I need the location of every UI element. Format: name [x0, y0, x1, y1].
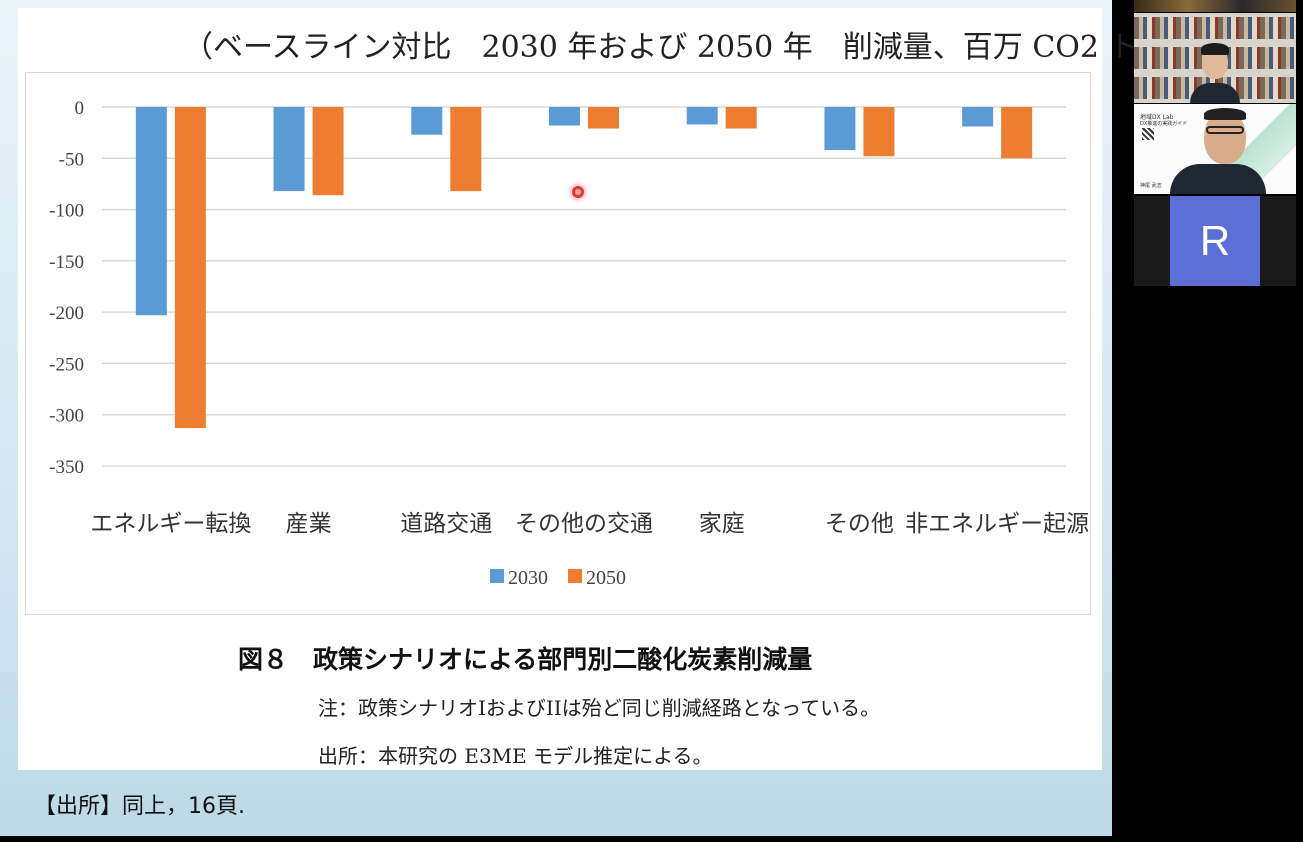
presentation-slide: （ベースライン対比 2030 年および 2050 年 削減量、百万 CO2 トン…: [0, 0, 1199, 836]
bar-2030: [411, 107, 443, 135]
bookshelf: [1134, 17, 1296, 39]
figure-source: 出所：本研究の E3ME モデル推定による。: [318, 744, 713, 768]
bar-2050: [312, 107, 344, 196]
legend-label: 2050: [586, 567, 626, 589]
y-tick-label: -250: [49, 354, 84, 375]
bar-2030: [962, 107, 994, 127]
qr-code: [1142, 128, 1154, 140]
bar-2050: [863, 107, 895, 157]
figure-note: 注：政策シナリオIおよびIIは殆ど同じ削減経路となっている。: [318, 696, 881, 720]
chart-title-text: （ベースライン対比 2030 年および 2050 年 削減量、百万 CO2 トン…: [183, 30, 1199, 65]
x-tick-label: 道路交通: [400, 511, 492, 537]
bar-2050: [1001, 107, 1033, 159]
video-tile-partial[interactable]: [1134, 0, 1296, 12]
legend-swatch-2050: [568, 569, 582, 583]
bar-2030: [273, 107, 305, 192]
avatar: R: [1199, 217, 1231, 264]
bar-2030: [549, 107, 580, 126]
x-tick-label: 産業: [286, 511, 332, 537]
participant-body: [1170, 164, 1266, 194]
bar-chart: 0 -50 -100 -150 -200 -250 -300 -350 エネルギー転換 産業 道路交…: [49, 98, 1089, 589]
y-tick-label: -50: [59, 149, 84, 170]
y-tick-label: -150: [49, 252, 84, 273]
figure-caption: 図８ 政策シナリオによる部門別二酸化炭素削減量: [238, 645, 813, 674]
participant-hair: [1204, 108, 1246, 120]
bar-2050: [725, 107, 757, 129]
video-gallery: 地域DX Lab DX推進の実践ガイド 神尾 武志 R: [1134, 0, 1296, 286]
background-name-text: 神尾 武志: [1140, 183, 1162, 189]
bar-2050: [450, 107, 482, 192]
video-tile-bg: [1260, 196, 1296, 286]
x-tick-label: エネルギー転換: [90, 511, 251, 537]
video-tile-participant-3[interactable]: R: [1170, 196, 1260, 286]
background-logo-text: 地域DX Lab: [1140, 114, 1174, 121]
y-tick-label: -350: [49, 457, 84, 478]
legend-swatch-2030: [490, 569, 504, 583]
bar-2050: [174, 107, 206, 429]
slide-source-note: 【出所】同上，16頁.: [34, 794, 245, 819]
y-tick-label: -300: [49, 406, 84, 427]
legend-label: 2030: [508, 567, 548, 589]
x-tick-label: その他: [825, 511, 894, 537]
y-tick-label: 0: [75, 98, 85, 119]
participant-video-person: [1186, 41, 1244, 103]
x-tick-label: その他の交通: [515, 511, 653, 537]
video-tile-participant-1[interactable]: [1134, 13, 1296, 103]
y-tick-label: -200: [49, 303, 84, 324]
video-tile-bg: [1134, 196, 1170, 286]
glasses: [1206, 126, 1244, 134]
x-tick-label: 家庭: [699, 511, 745, 537]
laser-pointer: [572, 186, 584, 198]
y-tick-label: -100: [49, 201, 84, 222]
bar-2030: [135, 107, 167, 316]
x-tick-label: 非エネルギー起源: [905, 511, 1089, 537]
video-tile-participant-2[interactable]: 地域DX Lab DX推進の実践ガイド 神尾 武志: [1134, 104, 1296, 194]
bar-2050: [588, 107, 619, 129]
bar-2030: [686, 107, 718, 125]
background-sub-text: DX推進の実践ガイド: [1140, 121, 1188, 127]
bar-2030: [824, 107, 856, 151]
